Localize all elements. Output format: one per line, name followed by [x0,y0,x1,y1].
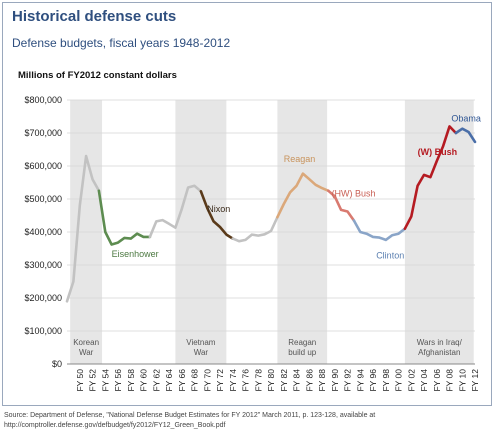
series-line-eisenhower [97,189,152,246]
x-tick-label: FY 88 [317,369,327,392]
period-label: Wars in Iraq/ [417,338,463,347]
x-tick-label: FY 94 [355,369,365,392]
series-label: (HW) Bush [332,189,376,199]
x-tick-label: FY 56 [113,369,123,392]
period-label: Vietnam [186,338,216,347]
x-tick-label: FY 96 [368,369,378,392]
y-tick-label: $200,000 [24,293,62,303]
x-tick-label: FY 00 [394,369,404,392]
period-label: Afghanistan [418,348,460,357]
x-tick-labels: FY 50 FY 52 FY 54 FY 56 FY 58 FY 60 FY 62 FY 64… [75,369,480,392]
x-tick-label: FY 66 [177,369,187,392]
series-label: Nixon [207,204,230,214]
period-label: Reagan [288,338,316,347]
y-tick-label: $100,000 [24,326,62,336]
chart-title: Historical defense cuts [12,8,177,25]
y-tick-label: $800,000 [24,95,62,105]
y-tick-label: $0 [52,359,62,369]
chart-subtitle: Defense budgets, fiscal years 1948-2012 [12,36,231,50]
x-tick-label: FY 84 [292,369,302,392]
series-label: Clinton [376,250,404,260]
series-line-other [65,154,101,303]
x-tick-label: FY 04 [419,369,429,392]
x-tick-label: FY 54 [100,369,110,392]
x-tick-label: FY 80 [266,369,276,392]
x-tick-label: FY 74 [228,369,238,392]
y-axis-label: Millions of FY2012 constant dollars [18,70,177,81]
series-lines [65,125,477,303]
source-note: Source: Department of Defense, "National… [4,412,376,429]
x-tick-label: FY 02 [406,369,416,392]
x-tick-label: FY 50 [75,369,85,392]
series-line-nixon [199,190,235,240]
series-line-clinton [352,219,407,242]
series-label: Obama [451,113,481,123]
x-tick-label: FY 98 [381,369,391,392]
series-line-hw-bush [327,189,356,222]
series-line-obama [454,127,477,144]
y-tick-label: $300,000 [24,260,62,270]
x-tick-label: FY 62 [151,369,161,392]
series-line-other [231,215,279,243]
x-tick-label: FY 78 [253,369,263,392]
x-tick-label: FY 58 [126,369,136,392]
series-label: Reagan [284,154,316,164]
x-tick-label: FY 10 [457,369,467,392]
period-label: War [79,348,94,357]
y-tick-label: $500,000 [24,194,62,204]
x-tick-label: FY 86 [304,369,314,392]
x-tick-label: FY 76 [241,369,251,392]
x-tick-label: FY 68 [190,369,200,392]
x-tick-label: FY 52 [88,369,98,392]
x-tick-label: FY 08 [445,369,455,392]
y-tick-label: $700,000 [24,128,62,138]
x-tick-label: FY 64 [164,369,174,392]
period-label: Korean [73,338,99,347]
y-tick-label: $400,000 [24,227,62,237]
x-tick-label: FY 90 [330,369,340,392]
period-label: War [194,348,209,357]
series-line-w-bush [403,125,458,230]
period-label: build up [288,348,317,357]
x-tick-label: FY 82 [279,369,289,392]
series-label: Eisenhower [112,249,159,259]
x-tick-label: FY 12 [470,369,480,392]
series-line-other [148,184,203,239]
x-tick-label: FY 92 [343,369,353,392]
y-tick-labels: $0 $100,000 $200,000 $300,000 $400,000 $500,0… [24,95,62,369]
series-line-reagan [276,172,330,219]
x-tick-label: FY 70 [202,369,212,392]
y-tick-label: $600,000 [24,161,62,171]
x-tick-label: FY 72 [215,369,225,392]
series-label: (W) Bush [418,147,458,157]
series-labels: Eisenhower Nixon Reagan (HW) Bush Clinton (W)… [112,113,481,260]
x-tick-label: FY 06 [432,369,442,392]
x-tick-label: FY 60 [139,369,149,392]
